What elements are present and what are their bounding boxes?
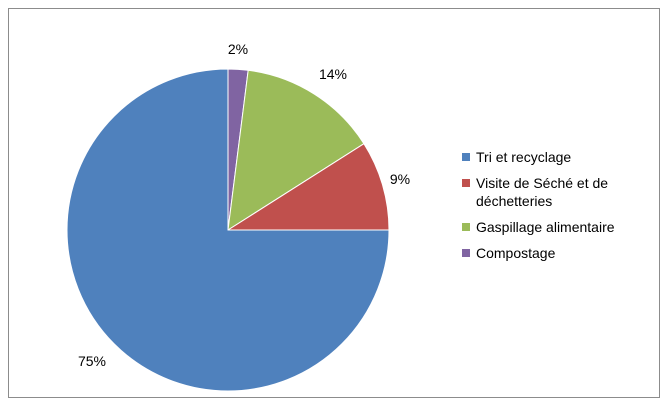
legend-swatch xyxy=(462,153,470,161)
legend: Tri et recyclage Visite de Séché et de déc… xyxy=(462,149,615,261)
legend-swatch xyxy=(462,223,470,231)
legend-swatch xyxy=(462,249,470,257)
legend-label: Tri et recyclage xyxy=(476,149,571,165)
legend-label: Visite de Séché et de xyxy=(476,175,608,191)
pie-slice-visite-de-s-ch-et-de-d-chetteries xyxy=(226,143,390,231)
pie-slice-gaspillage-alimentaire xyxy=(227,69,365,231)
legend-label: Gaspillage alimentaire xyxy=(476,219,615,235)
legend-label: Compostage xyxy=(476,245,556,261)
pie-slice-labels: 2% 14% 9% 75% xyxy=(78,41,410,369)
pie-slices xyxy=(66,68,390,392)
slice-data-label: 14% xyxy=(319,66,347,82)
legend-swatch xyxy=(462,179,470,187)
slice-data-label: 9% xyxy=(390,171,410,187)
slice-data-label: 75% xyxy=(78,353,106,369)
legend-label: déchetteries xyxy=(476,193,552,209)
slice-data-label: 2% xyxy=(228,41,248,57)
pie-slice-tri-et-recyclage xyxy=(66,68,390,392)
